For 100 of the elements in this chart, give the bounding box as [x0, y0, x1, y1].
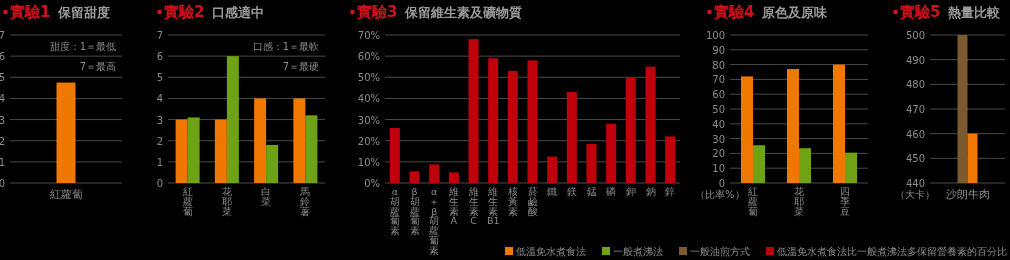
y-tick-label: 1 — [0, 156, 5, 168]
y-tick-label: 2 — [156, 135, 163, 147]
y-tick-label: 80 — [712, 59, 725, 71]
legend-label: 一般油煎方式 — [690, 246, 750, 257]
bar — [625, 77, 636, 183]
bar — [409, 171, 420, 183]
legend-label: 低溫免水煮食法比一般煮沸法多保留營養素的百分比 — [777, 246, 1007, 257]
y-tick-label: 3 — [0, 114, 5, 126]
y-tick-label: 50% — [357, 72, 380, 84]
bar — [488, 58, 499, 183]
x-tick-label: 核黃素 — [506, 186, 518, 217]
x-tick-label: 四季豆 — [840, 186, 850, 217]
y-tick-label: 70 — [712, 74, 725, 86]
y-tick-label: 0 — [0, 178, 5, 189]
bar — [468, 39, 479, 183]
bar — [266, 144, 279, 183]
y-tick-label: 20% — [357, 135, 380, 147]
annotation: 7＝最高 — [79, 61, 116, 72]
bar — [845, 152, 857, 183]
bar — [214, 119, 227, 183]
bar — [665, 136, 676, 183]
x-tick-label: 鎂 — [566, 186, 577, 197]
y-tick-label: 20 — [712, 148, 725, 160]
y-axis-title: （大卡） — [895, 189, 935, 200]
x-tick-label: 馬鈴薯 — [299, 186, 311, 217]
x-tick-label: 錳 — [586, 186, 597, 197]
y-tick-label: 100 — [705, 30, 725, 41]
bar — [254, 98, 267, 183]
y-tick-label: 7 — [156, 30, 163, 41]
bar — [566, 92, 577, 183]
x-tick-label: 磷 — [605, 186, 617, 197]
x-tick-label: 菸鹼酸 — [527, 186, 538, 217]
x-tick-label: α＋β胡蘿蔔素 — [429, 186, 440, 256]
y-tick-label: 50 — [712, 104, 725, 115]
x-tick-label: 鐵 — [547, 186, 558, 197]
x-tick-label: 白菜 — [261, 186, 272, 207]
bar — [187, 117, 200, 183]
y-tick-label: 5 — [156, 72, 163, 84]
y-tick-label: 7 — [0, 30, 5, 41]
y-tick-label: 500 — [905, 30, 925, 41]
legend-label: 低溫免水煮食法 — [516, 246, 586, 257]
y-tick-label: 1 — [156, 156, 163, 168]
x-tick-label: 維生素A — [447, 186, 459, 227]
bar — [753, 145, 765, 183]
chart-subtitle: 熱量比較 — [947, 5, 1002, 20]
y-tick-label: 30% — [357, 114, 380, 126]
x-tick-label: 紅蘿蔔 — [748, 186, 758, 217]
bar — [389, 128, 400, 183]
y-tick-label: 40% — [357, 93, 380, 105]
x-tick-label: 維生素B1 — [486, 186, 500, 227]
x-tick-label: 維生素C — [467, 186, 479, 227]
chart-title: 實驗4 — [714, 3, 755, 21]
y-tick-label: 460 — [905, 128, 925, 140]
bar — [507, 70, 518, 183]
y-tick-label: 6 — [0, 51, 5, 63]
x-tick-label: 花耶菜 — [221, 186, 232, 217]
y-tick-label: 490 — [905, 54, 925, 66]
legend-label: 一般煮沸法 — [613, 246, 663, 257]
y-tick-label: 0 — [718, 178, 725, 189]
y-tick-label: 440 — [905, 178, 925, 189]
x-tick-label: 鈉 — [645, 186, 656, 197]
y-tick-label: 5 — [0, 72, 5, 84]
y-tick-label: 0% — [364, 178, 380, 189]
bar — [833, 64, 845, 183]
bar — [429, 164, 440, 183]
annotation: 7＝最硬 — [282, 61, 319, 72]
bar — [547, 156, 558, 183]
y-axis-title: （比率%） — [695, 189, 745, 200]
y-tick-label: 60% — [357, 51, 380, 63]
y-tick-label: 480 — [905, 79, 925, 91]
y-tick-label: 70% — [357, 30, 380, 41]
chart-subtitle: 保留甜度 — [57, 5, 111, 20]
bar — [787, 69, 799, 183]
y-tick-label: 30 — [712, 133, 725, 145]
chart-title: 實驗1 — [10, 3, 51, 21]
bar — [448, 172, 459, 183]
bar — [645, 66, 656, 183]
bar — [586, 143, 597, 183]
bar — [741, 76, 753, 183]
x-tick-label: 紅蘿蔔 — [182, 186, 193, 217]
x-tick-label: 沙朗牛肉 — [945, 188, 990, 201]
y-tick-label: 470 — [905, 104, 925, 115]
bar — [606, 123, 617, 183]
x-tick-label: 鋅 — [665, 186, 676, 197]
y-tick-label: 0 — [156, 178, 163, 189]
chart-subtitle: 原色及原味 — [761, 5, 829, 20]
x-tick-label: β胡蘿蔔素 — [409, 186, 420, 237]
y-tick-label: 450 — [905, 153, 925, 165]
y-tick-label: 10% — [357, 156, 380, 168]
chart-title: 實驗3 — [357, 3, 398, 21]
y-tick-label: 40 — [712, 118, 725, 130]
x-tick-label: α胡蘿蔔素 — [389, 186, 400, 237]
bar — [305, 115, 318, 183]
bar — [293, 98, 306, 183]
x-tick-label: 紅蘿蔔 — [49, 188, 83, 201]
chart-title: 實驗5 — [900, 3, 941, 21]
bar — [175, 119, 188, 183]
y-tick-label: 4 — [156, 93, 163, 105]
annotation: 甜度：1＝最低 — [49, 41, 116, 52]
annotation: 口感：1＝最軟 — [252, 41, 319, 52]
